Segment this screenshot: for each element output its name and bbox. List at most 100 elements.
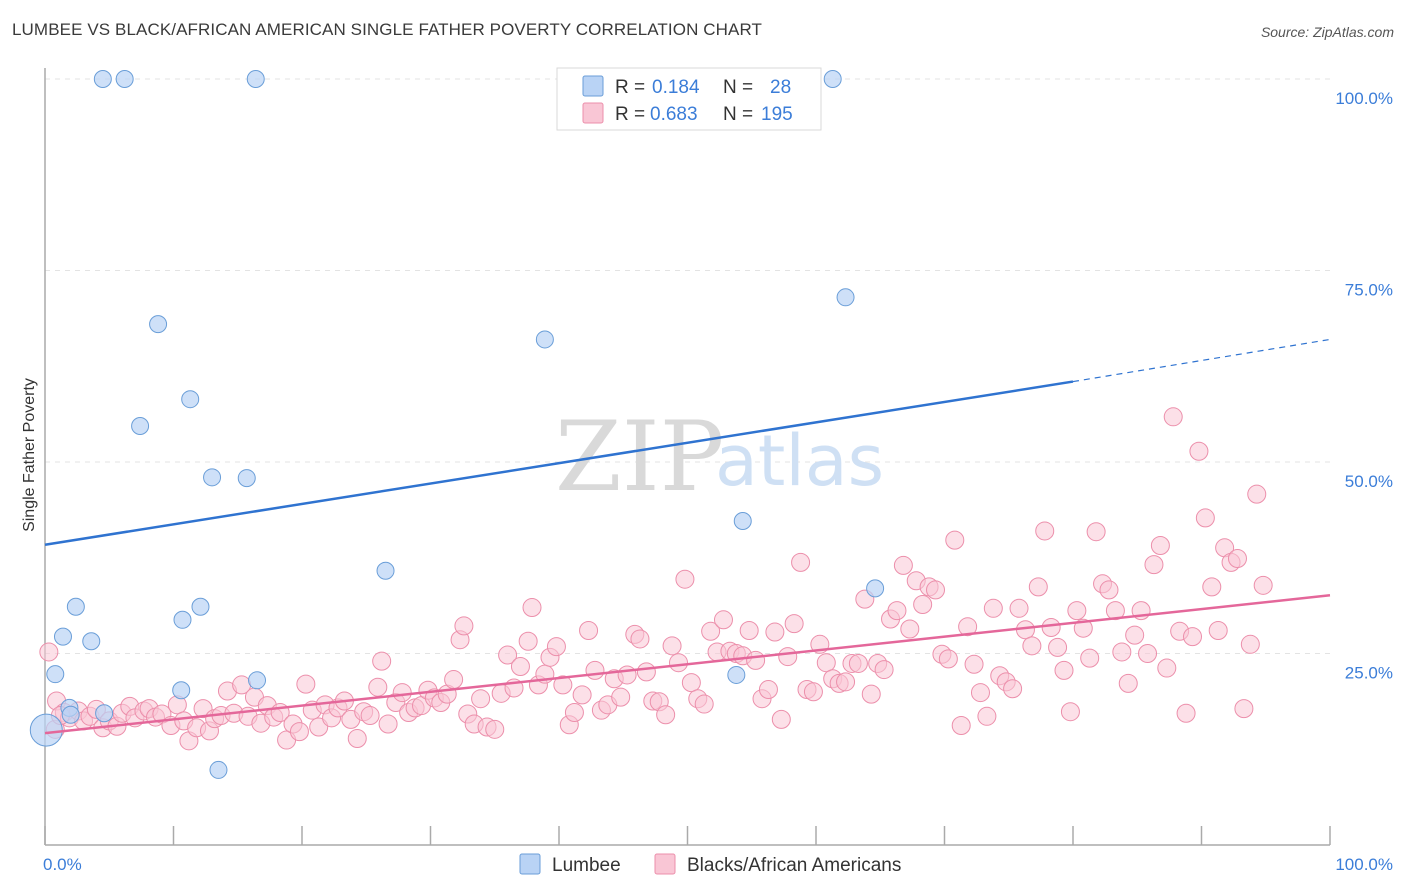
lumbee-data-point <box>535 330 554 349</box>
black-data-point <box>1067 601 1087 621</box>
black-data-point <box>368 677 388 697</box>
black-data-point <box>39 642 59 662</box>
black-data-point <box>816 653 836 673</box>
lumbee-data-point <box>61 705 80 724</box>
black-data-point <box>372 651 392 671</box>
black-data-point <box>360 706 380 726</box>
lumbee-data-point <box>733 511 752 530</box>
black-data-point <box>739 621 759 641</box>
lumbee-data-point <box>149 315 168 334</box>
y-axis-title: Single Father Poverty <box>21 378 38 532</box>
black-data-point <box>893 555 913 575</box>
black-data-point <box>1208 621 1228 641</box>
lumbee-data-point <box>823 70 842 88</box>
lumbee-data-point <box>173 610 192 629</box>
legend-n-value-black: 195 <box>761 104 793 125</box>
lumbee-data-point <box>115 70 134 88</box>
black-data-point <box>1054 660 1074 680</box>
black-data-point <box>1150 535 1170 555</box>
black-data-point <box>553 675 573 695</box>
black-data-point <box>701 621 721 641</box>
black-data-point <box>1009 598 1029 618</box>
black-data-point <box>1183 627 1203 647</box>
lumbee-data-point <box>836 288 855 307</box>
black-data-point <box>900 619 920 639</box>
black-data-point <box>309 717 329 737</box>
black-data-point <box>938 649 958 669</box>
lumbee-data-point <box>29 713 63 747</box>
legend-r-label-black: R = <box>615 104 645 125</box>
black-data-point <box>1041 617 1061 637</box>
black-data-point <box>784 614 804 634</box>
lumbee-data-point <box>46 665 65 684</box>
black-data-point <box>485 719 505 739</box>
black-data-point <box>765 622 785 642</box>
lumbee-data-point <box>191 597 210 616</box>
black-data-point <box>296 674 316 694</box>
black-data-point <box>1060 702 1080 722</box>
black-data-point <box>1035 521 1055 541</box>
black-data-point <box>1099 580 1119 600</box>
black-data-point <box>1227 549 1247 569</box>
lumbee-data-point <box>376 561 395 580</box>
black-data-point <box>951 716 971 736</box>
black-data-point <box>848 653 868 673</box>
legend-r-value-black: 0.683 <box>650 104 698 125</box>
legend: R = 0.184 N = 28 R = 0.683 N = 195 <box>556 67 822 131</box>
black-data-point <box>1080 648 1100 668</box>
black-data-point <box>444 670 464 690</box>
black-data-point <box>778 647 798 667</box>
black-data-point <box>791 552 811 572</box>
lumbee-data-point <box>172 681 191 700</box>
black-data-point <box>1048 637 1068 657</box>
watermark: ZIP atlas <box>555 401 884 513</box>
black-data-point <box>983 598 1003 618</box>
chart-title: LUMBEE VS BLACK/AFRICAN AMERICAN SINGLE … <box>12 20 763 39</box>
black-data-point <box>1073 618 1093 638</box>
black-data-point <box>347 729 367 749</box>
black-data-point <box>617 665 637 685</box>
lumbee-data-point <box>82 632 101 651</box>
y-tick-labels: 25.0% 50.0% 75.0% 100.0% <box>1335 89 1393 683</box>
lumbee-data-point <box>246 70 265 88</box>
lumbee-data-point <box>237 469 256 488</box>
legend-n-value-lumbee: 28 <box>770 77 791 98</box>
y-tick-label: 25.0% <box>1345 664 1393 683</box>
lumbee-trend-extension <box>1072 338 1331 383</box>
black-data-point <box>585 660 605 680</box>
black-data-point <box>1125 625 1145 645</box>
x-tick-labels: 0.0% 100.0% <box>43 855 1393 874</box>
grid-lines <box>45 78 1330 654</box>
black-data-point <box>1176 703 1196 723</box>
bottom-legend-label-lumbee: Lumbee <box>552 855 621 876</box>
black-data-point <box>977 706 997 726</box>
black-data-point <box>498 645 518 665</box>
black-data-point <box>1138 644 1158 663</box>
black-data-point <box>771 709 791 729</box>
lumbee-data-point <box>181 390 200 409</box>
black-data-point <box>1118 673 1138 693</box>
black-data-point <box>669 653 689 673</box>
lumbee-series-points <box>29 70 885 779</box>
black-data-point <box>713 610 733 630</box>
y-tick-label: 50.0% <box>1345 472 1393 491</box>
black-data-point <box>572 685 592 705</box>
trend-lines <box>44 338 1331 735</box>
black-data-point <box>1247 484 1267 504</box>
lumbee-data-point <box>66 597 85 616</box>
black-data-point <box>945 530 965 550</box>
watermark-zip: ZIP <box>555 401 724 513</box>
black-data-point <box>656 705 676 725</box>
bottom-legend-swatch-black <box>654 853 676 875</box>
watermark-atlas: atlas <box>715 420 884 502</box>
black-data-point <box>681 673 701 693</box>
legend-n-label-lumbee: N = <box>723 77 753 98</box>
black-trend-line <box>44 594 1331 735</box>
lumbee-data-point <box>131 416 150 435</box>
legend-r-label-lumbee: R = <box>615 77 645 98</box>
black-data-point <box>392 683 412 703</box>
black-data-point <box>958 617 978 637</box>
black-data-point <box>1086 522 1106 542</box>
lumbee-data-point <box>866 579 885 598</box>
black-data-point <box>964 654 984 674</box>
